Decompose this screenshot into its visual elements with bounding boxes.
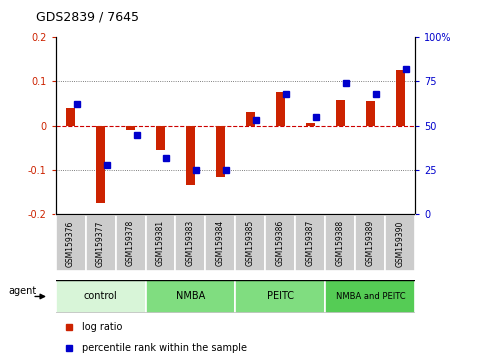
Bar	[366, 101, 375, 126]
Text: GSM159389: GSM159389	[366, 220, 375, 267]
Text: GSM159386: GSM159386	[276, 220, 285, 267]
Bar	[306, 124, 314, 126]
Text: PEITC: PEITC	[267, 291, 294, 302]
FancyBboxPatch shape	[56, 215, 85, 272]
Text: GSM159377: GSM159377	[96, 220, 105, 267]
Bar	[216, 126, 225, 177]
Bar	[127, 126, 135, 130]
Text: GDS2839 / 7645: GDS2839 / 7645	[36, 10, 139, 23]
Bar	[186, 126, 195, 185]
FancyBboxPatch shape	[115, 215, 145, 272]
FancyBboxPatch shape	[326, 215, 355, 272]
Text: GSM159381: GSM159381	[156, 220, 165, 267]
Bar	[156, 126, 165, 150]
Bar	[96, 126, 105, 203]
Text: GSM159378: GSM159378	[126, 220, 135, 267]
FancyBboxPatch shape	[85, 215, 115, 272]
Text: GSM159383: GSM159383	[186, 220, 195, 267]
Text: control: control	[84, 291, 117, 302]
Text: GSM159387: GSM159387	[306, 220, 315, 267]
FancyBboxPatch shape	[145, 280, 236, 313]
Bar	[66, 108, 75, 126]
Text: NMBA and PEITC: NMBA and PEITC	[336, 292, 405, 301]
Text: GSM159384: GSM159384	[216, 220, 225, 267]
Bar	[276, 92, 284, 126]
Text: GSM159376: GSM159376	[66, 220, 75, 267]
Text: percentile rank within the sample: percentile rank within the sample	[82, 343, 247, 353]
FancyBboxPatch shape	[355, 215, 385, 272]
Text: GSM159385: GSM159385	[246, 220, 255, 267]
FancyBboxPatch shape	[205, 215, 236, 272]
FancyBboxPatch shape	[56, 280, 145, 313]
Text: agent: agent	[8, 286, 37, 296]
Bar	[396, 70, 405, 126]
FancyBboxPatch shape	[266, 215, 296, 272]
FancyBboxPatch shape	[175, 215, 205, 272]
FancyBboxPatch shape	[236, 280, 326, 313]
Bar	[246, 113, 255, 126]
Text: log ratio: log ratio	[82, 321, 123, 332]
FancyBboxPatch shape	[326, 280, 415, 313]
Text: NMBA: NMBA	[176, 291, 205, 302]
FancyBboxPatch shape	[296, 215, 326, 272]
FancyBboxPatch shape	[236, 215, 266, 272]
FancyBboxPatch shape	[385, 215, 415, 272]
Text: GSM159388: GSM159388	[336, 220, 345, 267]
Text: GSM159390: GSM159390	[396, 220, 405, 267]
FancyBboxPatch shape	[145, 215, 175, 272]
Bar	[336, 100, 344, 126]
